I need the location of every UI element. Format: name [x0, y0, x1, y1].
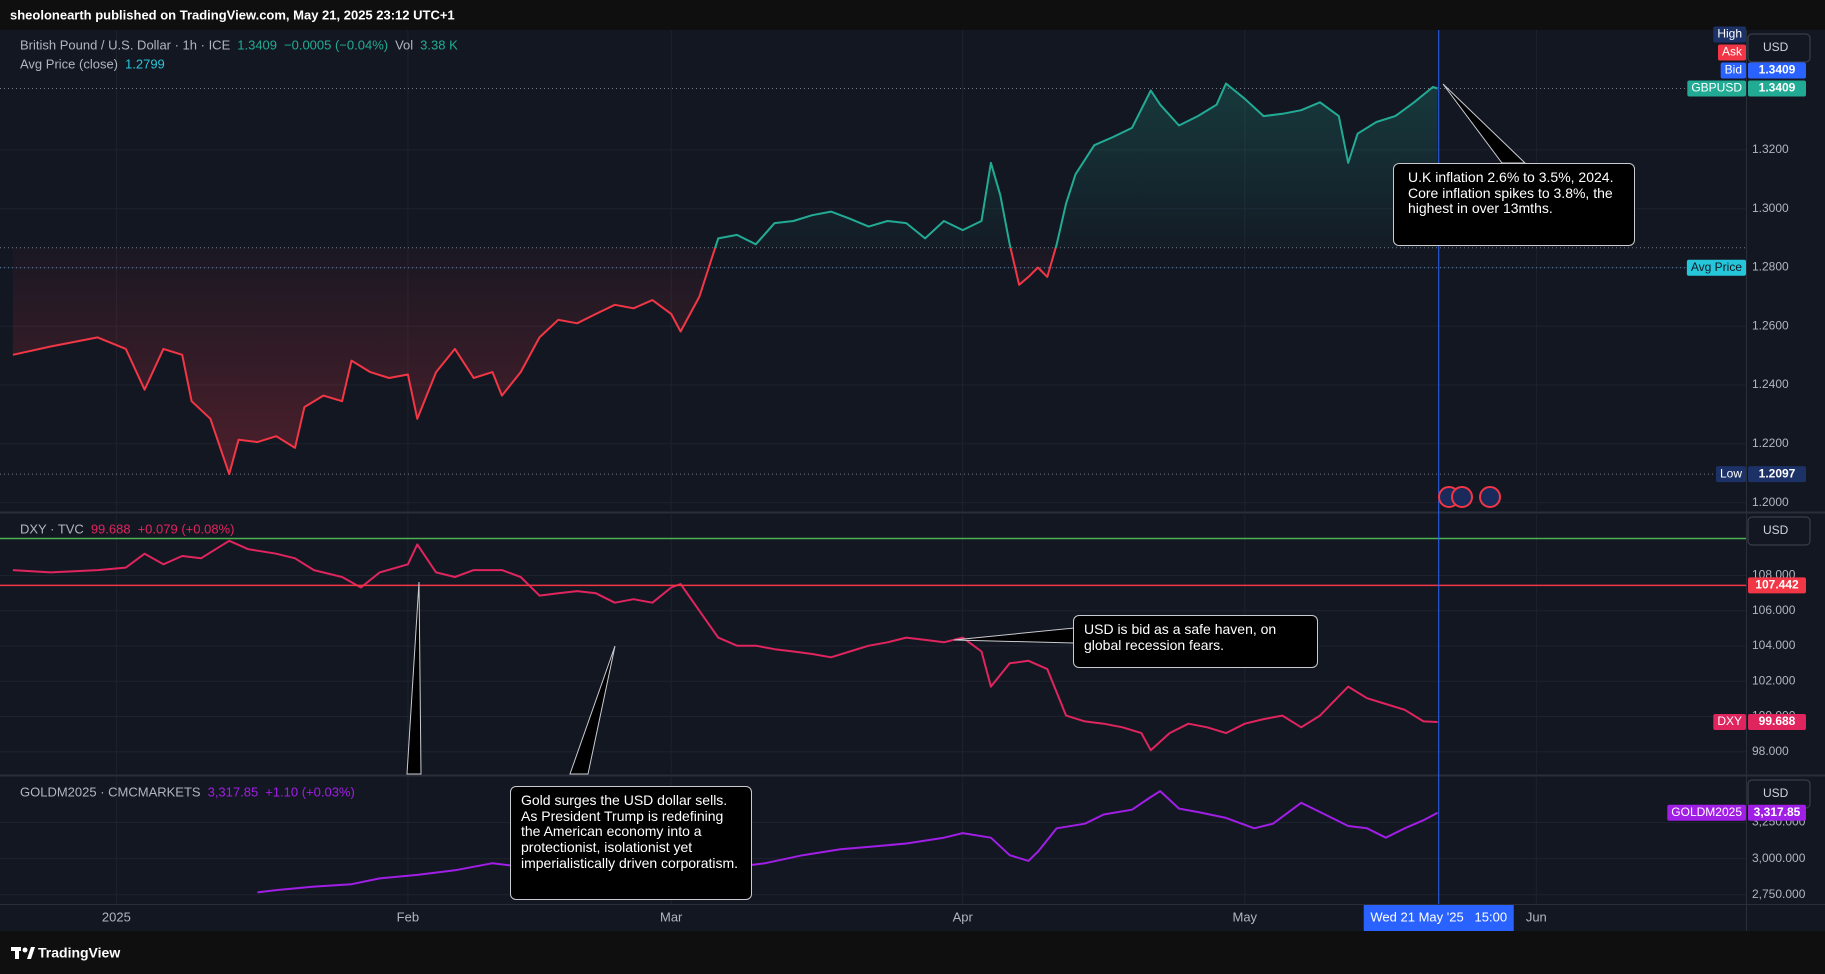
series-name-tag: DXY — [1717, 714, 1742, 728]
x-tick-label: Feb — [397, 909, 419, 924]
legend-text: DXY · TVC — [20, 521, 84, 536]
avg-tag: Avg Price — [1691, 260, 1742, 274]
legend-text: +0.079 (+0.08%) — [138, 521, 235, 536]
callout-pointer — [406, 581, 422, 775]
area-fill — [12, 83, 1438, 475]
callout-pointer — [953, 627, 1075, 644]
header-bar — [0, 0, 1825, 30]
currency-button-bg — [1747, 33, 1811, 63]
flag-icon — [1451, 486, 1473, 508]
high-tag-bg — [1713, 26, 1746, 43]
legend-text: 1.2799 — [125, 56, 165, 71]
y-tick-label: 1.3000 — [1752, 201, 1789, 215]
y-tick-label: 106.000 — [1752, 603, 1796, 617]
bid-tag: Bid — [1725, 63, 1742, 77]
x-tick-label: Mar — [660, 909, 683, 924]
y-tick-label: 1.2000 — [1752, 495, 1789, 509]
legend-text: 1.3409 — [237, 37, 277, 52]
legend-text: GOLDM2025 · CMCMARKETS — [20, 784, 201, 799]
footer-text: TradingView — [38, 945, 120, 961]
y-tick-label: 1.2800 — [1752, 260, 1789, 274]
high-tag: High — [1717, 27, 1742, 41]
currency-button: USD — [1763, 786, 1789, 800]
y-tick-label: 104.000 — [1752, 638, 1796, 652]
ask-tag: Ask — [1722, 45, 1743, 59]
currency-button: USD — [1763, 40, 1789, 54]
callout-pointer — [1442, 83, 1527, 164]
callout-pointer — [569, 645, 616, 775]
last-price-tag-bg — [1748, 80, 1806, 97]
last-price-tag-bg — [1748, 714, 1806, 731]
annotation: USD is bid as a safe haven, on global re… — [1073, 615, 1318, 668]
footer-bar — [0, 931, 1825, 974]
annotation: U.K inflation 2.6% to 3.5%, 2024. Core i… — [1393, 163, 1635, 246]
series-name-tag: GOLDM2025 — [1671, 805, 1742, 819]
legend-text: −0.0005 (−0.04%) — [284, 37, 388, 52]
series-name-tag-bg — [1687, 80, 1746, 97]
x-tick-label: Apr — [953, 909, 974, 924]
bid-tag-bg — [1720, 62, 1746, 79]
series-name-tag: GBPUSD — [1691, 81, 1742, 95]
crosshair-label: Wed 21 May '25 15:00 — [1370, 909, 1507, 924]
hline-label-bg — [1748, 577, 1806, 594]
currency-button: USD — [1763, 523, 1789, 537]
avg-tag-bg — [1686, 259, 1746, 276]
low-tag: Low — [1720, 466, 1742, 480]
y-tick-label: 2,750.000 — [1752, 887, 1806, 901]
legend-text: Avg Price (close) — [20, 56, 118, 71]
last-price-tag: 1.3409 — [1759, 81, 1796, 95]
legend-text: 3,317.85 — [208, 784, 259, 799]
y-tick-label: 98.000 — [1752, 744, 1789, 758]
legend-text: 3.38 K — [420, 37, 458, 52]
series-line — [12, 539, 1438, 752]
logo — [11, 947, 35, 959]
y-tick-label: 1.3200 — [1752, 142, 1789, 156]
series-line — [257, 790, 1439, 894]
series-name-tag-bg — [1713, 714, 1746, 731]
x-tick-label: May — [1233, 909, 1258, 924]
y-tick-label: 102.000 — [1752, 673, 1796, 687]
event-flags — [1438, 486, 1501, 508]
annotation: Gold surges the USD dollar sells. As Pre… — [510, 786, 752, 900]
crosshair-label-bg — [1363, 905, 1514, 931]
low-price-tag: 1.2097 — [1759, 466, 1796, 480]
series-line — [12, 82, 1438, 476]
last-price-tag: 99.688 — [1759, 714, 1796, 728]
x-tick-label: Jun — [1526, 909, 1547, 924]
x-tick-label: 2025 — [102, 909, 131, 924]
header-text: sheolonearth published on TradingView.co… — [10, 7, 455, 22]
legend-text: 99.688 — [91, 521, 131, 536]
legend-text: Vol — [395, 37, 413, 52]
hline-label: 107.442 — [1755, 578, 1799, 592]
low-tag-bg — [1715, 466, 1746, 483]
ask-tag-bg — [1717, 44, 1746, 61]
last-price-tag: 3,317.85 — [1754, 805, 1801, 819]
y-tick-label: 1.2200 — [1752, 436, 1789, 450]
currency-button-bg — [1747, 516, 1811, 546]
legend-text: +1.10 (+0.03%) — [265, 784, 355, 799]
logo-part — [22, 947, 28, 953]
bid-price-tag: 1.3409 — [1759, 63, 1796, 77]
y-tick-label: 3,000.000 — [1752, 851, 1806, 865]
y-tick-label: 1.2400 — [1752, 377, 1789, 391]
bid-price-tag-bg — [1748, 62, 1806, 79]
series-name-tag-bg — [1667, 804, 1746, 821]
y-tick-label: 1.2600 — [1752, 318, 1789, 332]
logo-part — [15, 947, 19, 959]
last-price-tag-bg — [1748, 804, 1806, 821]
logo-part — [27, 947, 35, 959]
low-price-tag-bg — [1748, 466, 1806, 483]
flag-icon — [1479, 486, 1501, 508]
legend-text: British Pound / U.S. Dollar · 1h · ICE — [20, 37, 231, 52]
